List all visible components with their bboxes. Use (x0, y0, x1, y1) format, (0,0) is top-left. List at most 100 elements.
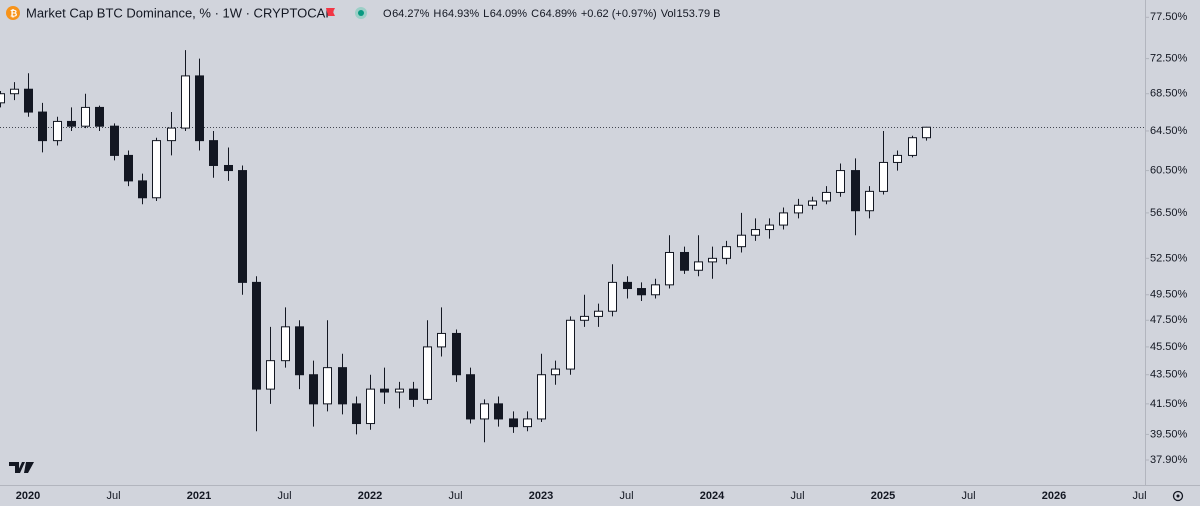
candle-body (53, 120, 62, 142)
candle-body (893, 154, 902, 163)
candle-body (24, 88, 33, 113)
candle-body (566, 319, 575, 370)
x-tick-label: 2026 (1042, 490, 1066, 502)
candle-body (551, 368, 560, 376)
logo-shape[interactable] (9, 462, 34, 473)
candle-body (836, 170, 845, 193)
candle-body (794, 204, 803, 214)
candle-body (409, 388, 418, 400)
candle-body (309, 374, 318, 405)
y-tick-label: 45.50% (1150, 341, 1188, 353)
candle-body (737, 234, 746, 248)
candle-body (580, 315, 589, 321)
header: ₿ Market Cap BTC Dominance, % · 1W · CRY… (6, 5, 721, 20)
candle-body (380, 388, 389, 393)
readout-value: 64.93% (442, 8, 480, 20)
candle-body (452, 332, 461, 376)
readout-label: C (531, 8, 539, 20)
candle-body (252, 281, 261, 390)
candle-body (466, 374, 475, 420)
y-tick-label: 68.50% (1150, 88, 1188, 100)
plot-area (0, 50, 1145, 443)
candle-body (851, 170, 860, 212)
readout-value: 64.27% (392, 8, 430, 20)
readout-change: +0.62 (+0.97%) (581, 8, 657, 20)
x-tick-label: 2024 (700, 490, 725, 502)
candle-body (195, 75, 204, 142)
y-tick-label: 64.50% (1150, 125, 1188, 137)
candle-body (865, 190, 874, 212)
candle-body (395, 388, 404, 393)
readout-label: H (433, 8, 441, 20)
candle-body (708, 257, 717, 263)
candle-body (224, 164, 233, 172)
y-tick-label: 47.50% (1150, 314, 1188, 326)
candle-body (338, 367, 347, 405)
candle-body (523, 418, 532, 428)
candle-body (95, 106, 104, 127)
candle-body (266, 360, 275, 390)
candle-body (124, 154, 133, 182)
x-tick-label: 2023 (529, 490, 553, 502)
candle-body (209, 140, 218, 166)
x-tick-label: 2020 (16, 490, 40, 502)
x-tick-label: Jul (448, 490, 462, 502)
candle-body (608, 281, 617, 312)
candle-body (366, 388, 375, 425)
candle-body (138, 180, 147, 199)
candle-body (167, 127, 176, 142)
status-dot (358, 10, 364, 16)
tv-logo (9, 462, 34, 473)
candle-body (623, 281, 632, 290)
candle-body (152, 140, 161, 199)
y-tick-label: 52.50% (1150, 252, 1188, 264)
candle-body (537, 374, 546, 420)
gear[interactable] (1172, 490, 1184, 502)
candle-body (922, 126, 931, 139)
flag-icon[interactable] (326, 8, 335, 16)
candle-body (352, 403, 361, 425)
ohlc-readout: O 64.27% H 64.93% L 64.09% C 64.89% +0.62 (+0.97… (383, 8, 721, 20)
candle-body (67, 120, 76, 127)
y-tick-label: 60.50% (1150, 164, 1188, 176)
x-tick-label: 2025 (871, 490, 895, 502)
y-tick-label: 37.90% (1150, 454, 1188, 466)
coin-icon (6, 6, 20, 20)
x-tick-label: Jul (1132, 490, 1146, 502)
candle-body (765, 224, 774, 231)
coin-glyph: ₿ (10, 8, 17, 18)
candle-body (879, 161, 888, 192)
x-tick-label: Jul (790, 490, 804, 502)
x-tick-label: Jul (961, 490, 975, 502)
candle-body (295, 326, 304, 376)
candle-body (480, 403, 489, 420)
candle-body (651, 284, 660, 296)
candle-body (680, 251, 689, 271)
candle-body (437, 332, 446, 348)
candle-body (238, 170, 247, 283)
gear-center (1176, 494, 1180, 498)
readout-value: 64.09% (490, 8, 528, 20)
readout-label: L (483, 8, 489, 20)
y-tick-label: 43.50% (1150, 369, 1188, 381)
candle-body (423, 346, 432, 400)
readout-value: 153.79 B (676, 8, 720, 20)
candle-body (594, 310, 603, 317)
candle-body (81, 106, 90, 127)
candle-body (323, 367, 332, 405)
y-tick-label: 39.50% (1150, 428, 1188, 440)
candle-body (181, 75, 190, 129)
candle-body (808, 200, 817, 206)
y-tick-label: 56.50% (1150, 207, 1188, 219)
candle-body (694, 261, 703, 271)
candle-body (822, 191, 831, 202)
settings-icon[interactable] (1172, 490, 1184, 502)
candle-body (0, 93, 5, 104)
candle-body (110, 125, 119, 156)
candle-body (494, 403, 503, 420)
candle-body (10, 88, 19, 95)
y-tick-label: 72.50% (1150, 53, 1188, 65)
